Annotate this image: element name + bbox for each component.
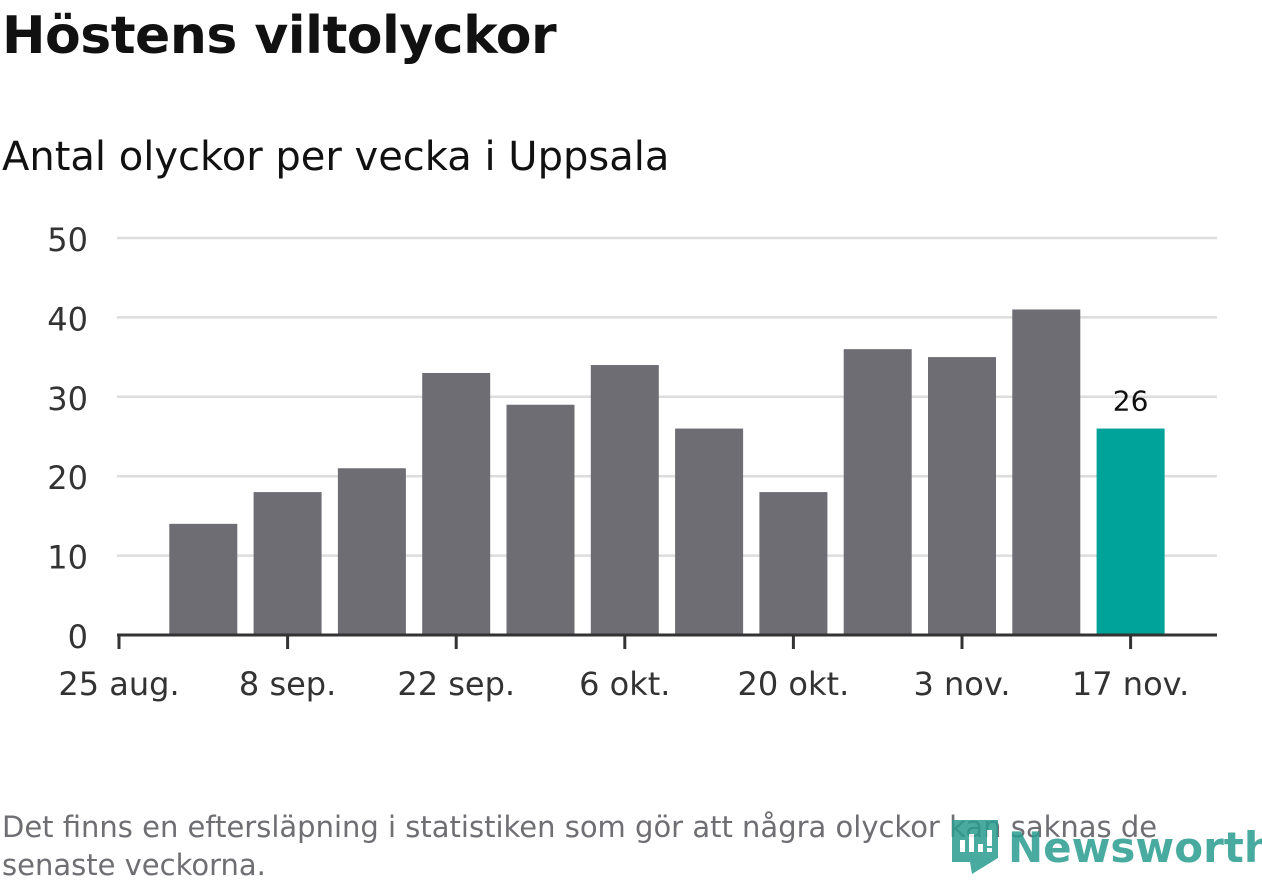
bar-20-okt- [759,492,828,635]
chart-title: Höstens viltolyckor [2,6,557,66]
newsworthy-logo: Newsworthy [950,818,1262,876]
newsworthy-logo-icon [952,820,998,874]
bar-13-okt- [675,428,744,635]
data-label: 26 [1113,385,1149,418]
bar-8-sep- [253,492,322,635]
bar-17-nov- [1096,428,1165,635]
newsworthy-logo-text: Newsworthy [1008,822,1262,872]
y-tick-label: 20 [47,459,88,497]
y-tick-label: 0 [68,618,88,656]
bar-29-sep- [506,404,575,635]
x-tick-label: 22 sep. [397,665,515,703]
bar-27-okt- [843,349,912,635]
x-tick-label: 25 aug. [58,665,179,703]
x-tick-label: 3 nov. [913,665,1010,703]
bar-10-nov- [1012,309,1081,635]
x-tick-label: 8 sep. [239,665,336,703]
x-tick-label: 6 okt. [579,665,670,703]
x-tick-label: 17 nov. [1072,665,1189,703]
bar-22-sep- [422,372,491,635]
bar-1-sep- [169,523,238,635]
y-tick-label: 10 [47,539,88,577]
y-tick-label: 30 [47,380,88,418]
bar-6-okt- [590,365,659,635]
chart-subtitle: Antal olyckor per vecka i Uppsala [2,134,670,180]
y-tick-label: 50 [47,221,88,259]
bar-3-nov- [928,357,996,635]
bar-15-sep- [337,468,406,635]
y-tick-label: 40 [47,300,88,338]
x-tick-label: 20 okt. [738,665,850,703]
